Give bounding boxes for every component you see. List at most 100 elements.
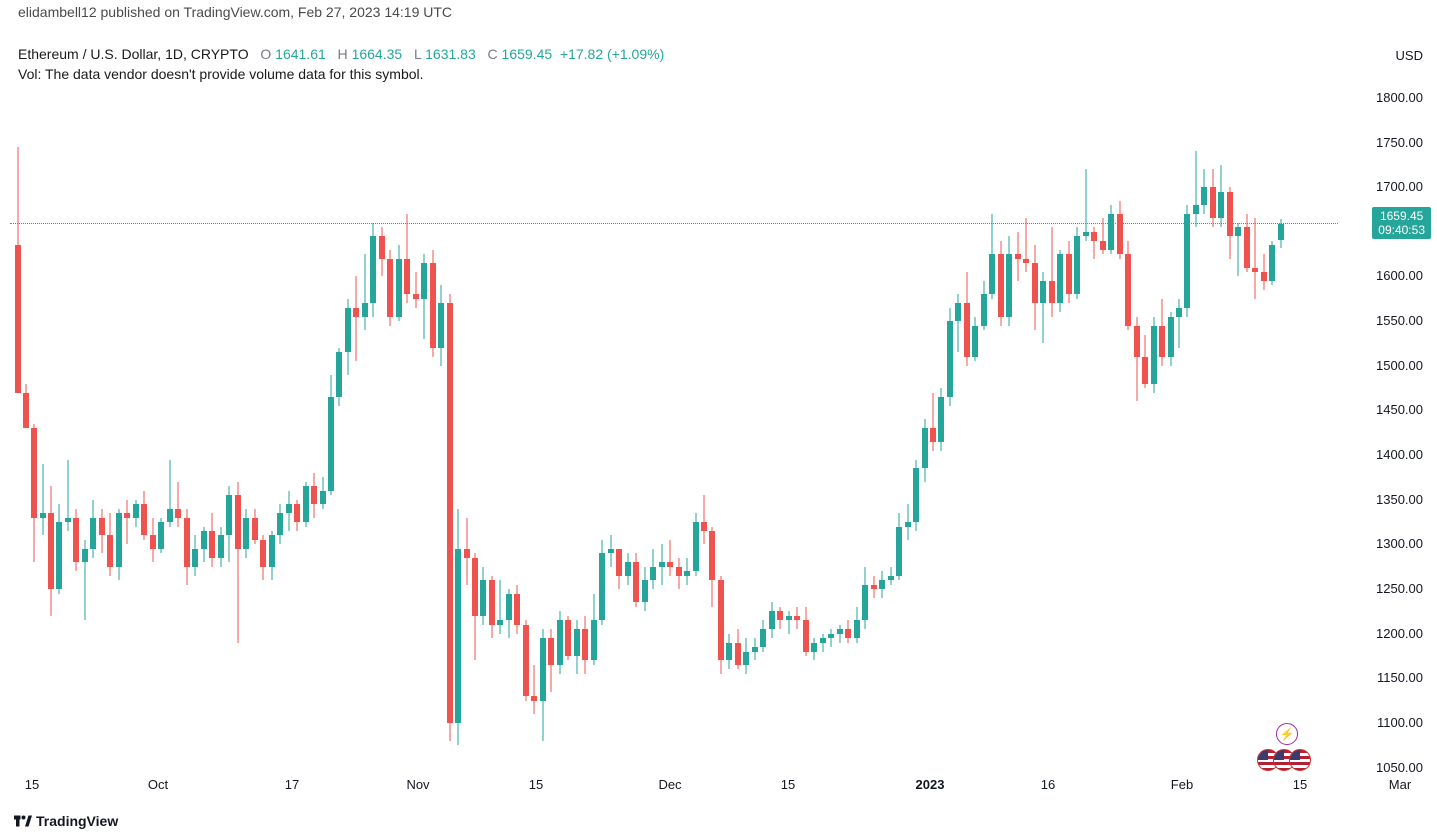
candle: [387, 250, 393, 326]
x-tick: 15: [781, 777, 795, 792]
candle: [15, 147, 21, 299]
candle: [1066, 241, 1072, 304]
price-line: [10, 223, 1338, 224]
candle: [871, 576, 877, 598]
candle: [56, 504, 62, 593]
candle: [913, 460, 919, 531]
x-tick: 16: [1041, 777, 1055, 792]
candle: [540, 629, 546, 741]
candle: [497, 580, 503, 634]
candle: [514, 585, 520, 634]
candle: [1184, 205, 1190, 317]
candle: [777, 607, 783, 629]
x-axis[interactable]: 15Oct17Nov15Dec15202316Feb15Mar: [10, 777, 1338, 801]
candle: [226, 486, 232, 562]
candle: [370, 223, 376, 317]
candle: [1193, 151, 1199, 227]
candle: [862, 567, 868, 630]
candle: [709, 527, 715, 607]
candle: [167, 460, 173, 527]
candle: [854, 607, 860, 643]
candle: [345, 299, 351, 375]
x-tick: 17: [285, 777, 299, 792]
candle: [1015, 232, 1021, 281]
y-tick: 1100.00: [1377, 715, 1423, 730]
y-axis[interactable]: USD 1659.45 09:40:53 1800.001750.001700.…: [1338, 40, 1437, 790]
y-tick: 1600.00: [1376, 268, 1423, 283]
y-tick: 1800.00: [1376, 90, 1423, 105]
y-tick: 1550.00: [1376, 313, 1423, 328]
candle: [464, 518, 470, 585]
candle: [964, 272, 970, 366]
candle: [557, 611, 563, 674]
candle: [1083, 169, 1089, 240]
candle: [455, 509, 461, 746]
tradingview-logo[interactable]: TradingView: [14, 813, 118, 829]
y-tick: 1500.00: [1376, 358, 1423, 373]
candle: [379, 227, 385, 276]
y-tick: 1300.00: [1376, 536, 1423, 551]
candle: [209, 513, 215, 567]
y-tick: 1750.00: [1376, 135, 1423, 150]
candle: [896, 513, 902, 580]
candle: [1218, 165, 1224, 228]
x-tick: Dec: [658, 777, 681, 792]
candle: [1142, 335, 1148, 389]
candlestick-chart[interactable]: [10, 40, 1338, 790]
candle: [1252, 218, 1258, 298]
candle: [642, 567, 648, 612]
candle: [1210, 169, 1216, 227]
candle: [489, 576, 495, 639]
candle: [184, 509, 190, 585]
y-tick: 1050.00: [1376, 760, 1423, 775]
candle: [158, 518, 164, 554]
x-tick: Nov: [406, 777, 429, 792]
tv-logo-text: TradingView: [36, 813, 118, 829]
candle: [73, 509, 79, 572]
candle: [548, 629, 554, 692]
candle: [786, 611, 792, 633]
candle: [905, 504, 911, 540]
candle: [608, 535, 614, 566]
candle: [523, 620, 529, 700]
candle: [760, 620, 766, 651]
candle: [175, 482, 181, 527]
candle: [294, 500, 300, 531]
candle: [150, 518, 156, 563]
candle: [1134, 317, 1140, 402]
candle: [243, 509, 249, 558]
x-tick: Mar: [1389, 777, 1411, 792]
candle: [701, 495, 707, 544]
candle: [828, 629, 834, 647]
x-tick: 15: [1293, 777, 1307, 792]
lightning-icon[interactable]: ⚡: [1276, 723, 1298, 745]
candle: [107, 513, 113, 576]
x-tick: Feb: [1171, 777, 1193, 792]
candle: [421, 254, 427, 339]
y-tick: 1700.00: [1376, 179, 1423, 194]
candle: [260, 535, 266, 580]
candle: [1125, 241, 1131, 330]
candle: [1151, 317, 1157, 393]
candle: [845, 620, 851, 642]
alert-badges: ⚡: [1263, 723, 1311, 771]
candle: [1176, 299, 1182, 348]
candle: [947, 308, 953, 406]
candle: [837, 625, 843, 643]
candle: [23, 384, 29, 429]
candle: [879, 571, 885, 598]
candle: [90, 500, 96, 558]
candle: [565, 616, 571, 661]
candle: [396, 245, 402, 321]
y-tick: 1150.00: [1377, 670, 1423, 685]
candle: [506, 589, 512, 638]
candle: [133, 500, 139, 527]
us-flag-icon: [1289, 749, 1311, 771]
y-tick: 1450.00: [1376, 402, 1423, 417]
candle: [726, 634, 732, 670]
candle: [1278, 219, 1284, 248]
flag-icons[interactable]: [1263, 749, 1311, 771]
candle: [803, 607, 809, 656]
last-price-tag: 1659.45 09:40:53: [1372, 207, 1431, 239]
candle: [311, 473, 317, 518]
